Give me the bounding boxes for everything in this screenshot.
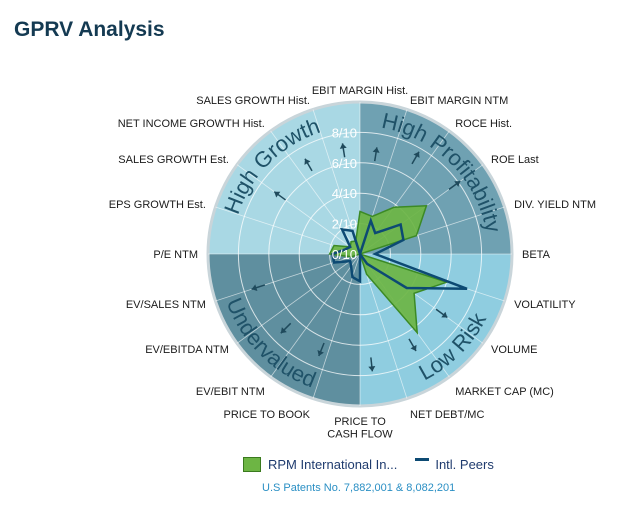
- axis-category-label: EBIT MARGIN Hist.: [312, 85, 408, 97]
- axis-category-label: ROE Last: [491, 154, 539, 166]
- direction-arrowhead-icon: [410, 344, 417, 351]
- axis-category-label: VOLATILITY: [514, 299, 576, 311]
- axis-tick-label: 8/10: [332, 125, 357, 140]
- axis-category-label: MARKET CAP (MC): [455, 386, 554, 398]
- axis-category-label: VOLUME: [491, 344, 537, 356]
- axis-tick-label: 0/10: [332, 247, 357, 262]
- direction-arrowhead-icon: [368, 366, 376, 372]
- direction-arrowhead-icon: [274, 191, 281, 198]
- direction-arrowhead-icon: [454, 181, 461, 187]
- direction-arrowhead-icon: [339, 143, 347, 149]
- axis-category-label: EV/SALES NTM: [126, 299, 206, 311]
- quadrant-high-growth: [208, 102, 360, 254]
- axis-category-label: DIV. YIELD NTM: [514, 199, 596, 211]
- direction-arrowhead-icon: [317, 350, 324, 356]
- legend-company: RPM International In...: [268, 457, 398, 472]
- axis-category-label: SALES GROWTH Hist.: [196, 95, 310, 107]
- axis-category-label: EPS GROWTH Est.: [109, 199, 206, 211]
- axis-category-label: PRICE TO CASH FLOW: [327, 416, 393, 441]
- axis-tick-label: 4/10: [332, 186, 357, 201]
- series-peers-line: [331, 216, 468, 291]
- direction-arrowhead-icon: [304, 158, 311, 165]
- legend-swatch-peers: [415, 458, 430, 461]
- direction-arrowhead-icon: [413, 151, 420, 158]
- axis-category-label: NET INCOME GROWTH Hist.: [118, 118, 265, 130]
- legend-peers: Intl. Peers: [435, 457, 494, 472]
- axis-category-label: P/E NTM: [153, 249, 198, 261]
- chart-legend: RPM International In... Intl. Peers: [243, 457, 494, 472]
- axis-category-label: EV/EBIT NTM: [196, 386, 265, 398]
- grid-spoke: [236, 164, 361, 255]
- axis-tick-label: 2/10: [332, 217, 357, 232]
- legend-swatch-company: [243, 457, 261, 472]
- direction-arrowhead-icon: [251, 284, 258, 292]
- grid-spoke: [270, 253, 361, 378]
- axis-category-label: PRICE TO BOOK: [224, 409, 311, 421]
- page-title: GPRV Analysis: [14, 18, 165, 41]
- direction-arrowhead-icon: [280, 327, 287, 334]
- axis-category-label: EV/EBITDA NTM: [145, 344, 229, 356]
- direction-arrowhead-icon: [441, 311, 448, 318]
- axis-category-label: SALES GROWTH Est.: [118, 154, 229, 166]
- axis-category-label: ROCE Hist.: [455, 118, 512, 130]
- axis-tick-label: 6/10: [332, 156, 357, 171]
- axis-category-label: BETA: [522, 249, 551, 261]
- direction-arrowhead-icon: [372, 147, 380, 153]
- axis-category-label: NET DEBT/MC: [410, 409, 484, 421]
- grid-spoke: [359, 253, 408, 399]
- axis-category-label: EBIT MARGIN NTM: [410, 95, 508, 107]
- grid-spoke: [236, 253, 361, 344]
- patent-note: U.S Patents No. 7,882,001 & 8,082,201: [262, 482, 456, 494]
